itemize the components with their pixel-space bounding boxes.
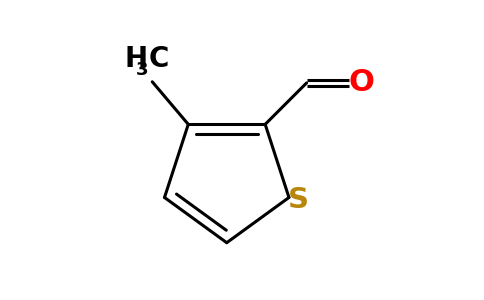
Text: S: S xyxy=(288,186,309,214)
Text: C: C xyxy=(149,45,169,73)
Text: O: O xyxy=(348,68,374,98)
Text: H: H xyxy=(125,45,148,73)
Text: 3: 3 xyxy=(136,61,148,79)
